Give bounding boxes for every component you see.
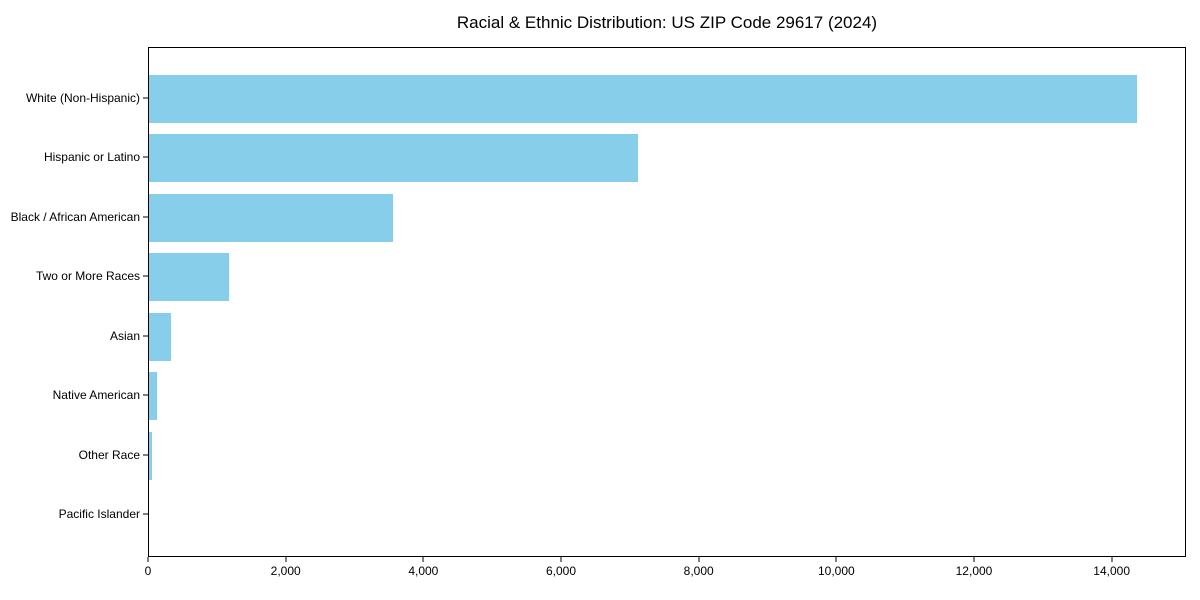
y-axis-label: Hispanic or Latino [43,150,140,164]
x-tick-label: 14,000 [1093,564,1131,578]
x-tick-label: 4,000 [408,564,439,578]
bar [149,134,639,182]
bar [149,253,229,301]
x-tick-label: 2,000 [270,564,301,578]
x-tick-label: 12,000 [955,564,993,578]
y-tick-mark [143,156,148,158]
y-axis-label: Pacific Islander [58,507,140,521]
bar [149,372,158,420]
x-tick-mark [973,557,975,562]
bar [149,431,153,480]
x-tick-label: 8,000 [683,564,714,578]
x-tick-mark [1111,557,1113,562]
y-tick-mark [143,454,148,455]
plot-area [148,47,1186,557]
x-tick-mark [285,557,287,562]
y-tick-mark [143,216,148,217]
y-tick-mark [143,513,148,515]
y-axis-label: Two or More Races [35,269,140,283]
y-axis-label: Asian [109,328,140,343]
chart-title: Racial & Ethnic Distribution: US ZIP Cod… [456,13,878,32]
y-tick-mark [143,394,148,396]
y-tick-mark [143,335,148,336]
bar [149,193,393,242]
x-tick-mark [835,557,837,562]
y-axis-label: Black / African American [10,209,140,224]
bar [149,74,1138,123]
bar [149,312,172,361]
x-tick-label: 0 [144,564,152,578]
x-tick-label: 10,000 [817,564,855,578]
y-tick-mark [143,97,148,98]
y-tick-mark [143,275,148,277]
x-tick-label: 6,000 [545,564,576,578]
x-tick-mark [422,557,424,562]
x-tick-mark [560,557,562,562]
y-axis-label: Native American [52,388,140,402]
y-axis-label: Other Race [78,447,140,462]
x-tick-mark [147,557,149,562]
x-tick-mark [698,557,700,562]
y-axis-label: White (Non-Hispanic) [25,90,140,105]
